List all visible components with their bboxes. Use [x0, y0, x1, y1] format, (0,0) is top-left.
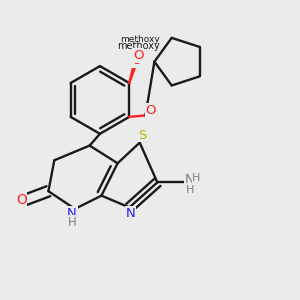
Text: methoxy: methoxy — [135, 43, 141, 44]
Text: S: S — [139, 129, 147, 142]
Text: N: N — [126, 207, 136, 220]
Text: N: N — [185, 173, 195, 186]
Text: H: H — [68, 216, 76, 229]
Text: O: O — [16, 193, 27, 207]
Text: O: O — [133, 49, 143, 62]
Text: H: H — [192, 173, 201, 183]
Text: O: O — [146, 103, 156, 117]
Text: N: N — [67, 207, 77, 220]
Text: O: O — [132, 54, 142, 68]
Text: methoxy: methoxy — [121, 35, 160, 44]
Text: H: H — [186, 185, 194, 195]
Text: methoxy: methoxy — [117, 41, 160, 51]
